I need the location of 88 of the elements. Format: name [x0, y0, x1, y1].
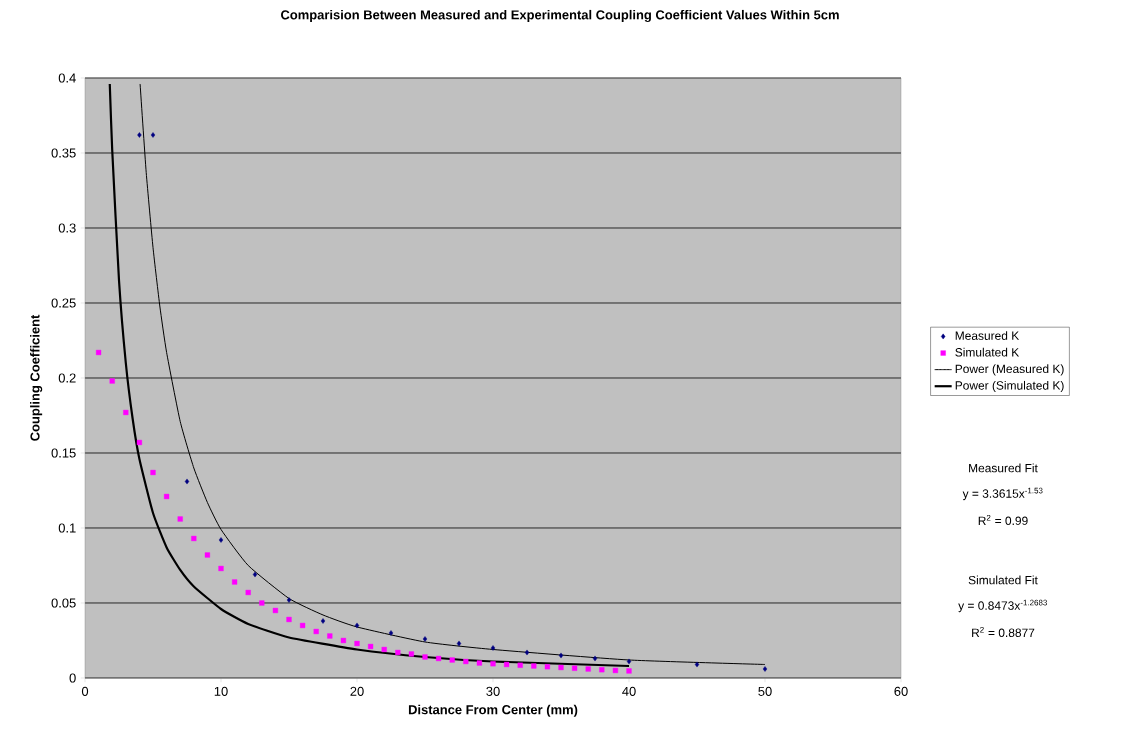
point: [694, 661, 700, 668]
point: [381, 646, 387, 653]
text: Measured Fit: [969, 463, 1038, 473]
legend-label: Measured K: [955, 331, 1020, 340]
point: [313, 628, 319, 635]
point: [422, 654, 428, 660]
y-tick-label: 0.4: [58, 73, 76, 83]
point: [490, 661, 496, 667]
x-tick-label: 30: [486, 686, 500, 696]
point: [524, 649, 530, 656]
point: [286, 616, 292, 623]
x-tick-label: 20: [350, 686, 364, 696]
point: [585, 666, 591, 672]
point: [340, 637, 347, 644]
point: [626, 668, 632, 674]
y-tick-label: 0.15: [51, 448, 76, 458]
point: [354, 622, 360, 629]
y-tick-label: 0: [69, 673, 76, 683]
point: [572, 665, 578, 671]
point: [109, 378, 115, 384]
point: [504, 661, 510, 668]
point: [96, 349, 102, 356]
text: y = 3.3615x$^{-1.53}$: [962, 487, 1043, 501]
y-tick-label: 0.3: [58, 223, 76, 233]
point: [531, 663, 537, 669]
point: [558, 664, 564, 671]
point: [245, 589, 251, 596]
point: [272, 607, 279, 614]
point: [456, 640, 462, 647]
y-tick-label: 0.1: [58, 523, 76, 533]
point: [136, 439, 143, 446]
point: [204, 552, 211, 558]
point: [544, 664, 551, 670]
point: [368, 643, 374, 650]
point: [252, 571, 258, 578]
point: [517, 662, 523, 668]
x-tick-label: 0: [81, 686, 89, 696]
y-axis-title: Coupling Coefficient: [30, 314, 43, 441]
x-tick-label: 40: [622, 686, 636, 696]
point: [327, 633, 333, 639]
point: [191, 535, 197, 542]
point: [422, 636, 428, 642]
point: [354, 640, 360, 647]
point: [476, 660, 483, 666]
point: [137, 132, 142, 138]
point: [612, 667, 619, 674]
point: [490, 645, 496, 651]
point: [150, 132, 156, 138]
text: y = 0.8473x$^{-1.2683}$: [958, 599, 1047, 613]
point: [320, 618, 326, 624]
y-tick-label: 0.35: [51, 148, 76, 158]
y-tick-label: 0.05: [51, 598, 76, 608]
x-tick-label: 10: [214, 686, 228, 696]
point: [626, 658, 632, 665]
point: [150, 469, 156, 476]
point: [300, 622, 306, 629]
x-tick-label: 50: [758, 686, 772, 696]
point: [395, 649, 401, 656]
point: [123, 409, 129, 416]
point: [599, 667, 605, 673]
y-tick-label: 0.25: [51, 298, 76, 308]
point: [388, 630, 394, 636]
point: [463, 658, 469, 665]
point: [592, 655, 598, 662]
text: R$^{2}$ = 0.99: [978, 514, 1028, 525]
point: [449, 657, 455, 663]
text: Simulated Fit: [968, 575, 1038, 585]
legend-label: Power (Simulated K): [955, 380, 1064, 393]
point: [259, 600, 265, 606]
x-axis-title: Distance From Center (mm): [408, 704, 578, 717]
point: [218, 565, 224, 572]
point: [177, 516, 183, 522]
point: [558, 652, 564, 659]
legend-label: Simulated K: [955, 347, 1020, 357]
point: [436, 655, 442, 662]
point: [286, 597, 292, 603]
point: [164, 493, 170, 500]
text: R$^{2}$ = 0.8877: [972, 626, 1035, 637]
point: [218, 537, 224, 543]
point: [762, 666, 768, 672]
point: [408, 651, 415, 657]
legend-label: Power (Measured K): [955, 364, 1064, 376]
x-tick-label: 60: [894, 686, 908, 696]
point: [184, 478, 190, 485]
y-tick-label: 0.2: [58, 373, 76, 383]
point: [232, 579, 238, 585]
chart-title: Comparision Between Measured and Experimental Coupling Coefficient Values Within 5cm: [281, 9, 839, 23]
line-series: [108, 82, 631, 668]
